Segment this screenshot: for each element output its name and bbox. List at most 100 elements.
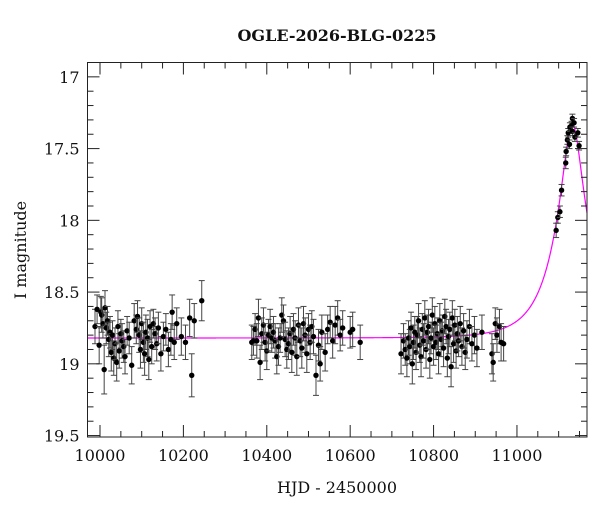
data-marker (289, 349, 295, 356)
data-marker (169, 309, 175, 315)
data-point (169, 294, 176, 330)
data-marker (415, 318, 422, 324)
data-marker (339, 325, 346, 331)
data-marker (464, 336, 470, 343)
y-tick-label: 19.5 (44, 427, 80, 446)
data-marker (124, 328, 130, 334)
data-point (418, 336, 425, 378)
data-marker (422, 315, 428, 321)
data-point (563, 146, 570, 157)
data-point (566, 139, 573, 150)
data-point (500, 326, 507, 362)
data-marker (469, 341, 475, 347)
data-point (562, 156, 569, 170)
data-point (255, 298, 262, 338)
data-marker (408, 325, 414, 331)
data-point (349, 311, 356, 348)
data-marker (407, 343, 413, 350)
data-point (171, 324, 178, 361)
data-marker (424, 329, 431, 335)
data-marker (452, 322, 458, 328)
data-marker (479, 329, 485, 335)
data-marker (191, 318, 197, 324)
data-marker (575, 130, 581, 136)
data-marker (427, 356, 433, 363)
data-marker (299, 345, 305, 351)
data-marker (257, 359, 263, 366)
data-marker (490, 359, 496, 366)
data-point (101, 344, 108, 395)
y-tick-label: 19 (59, 355, 79, 374)
data-marker (454, 330, 461, 337)
data-marker (94, 306, 100, 312)
data-point (141, 331, 148, 376)
data-point (327, 305, 334, 339)
data-marker (405, 335, 412, 341)
data-marker (174, 320, 180, 327)
data-marker (322, 349, 328, 356)
data-marker (428, 335, 434, 341)
data-marker (96, 342, 102, 348)
data-point (147, 310, 154, 343)
data-point (114, 310, 121, 343)
data-marker (563, 160, 569, 166)
data-marker (106, 336, 112, 343)
data-marker (558, 187, 565, 193)
data-marker (444, 355, 451, 361)
data-point (440, 328, 447, 368)
data-marker (310, 333, 317, 340)
data-marker (155, 325, 162, 331)
data-point (448, 346, 455, 388)
data-point (409, 343, 416, 385)
data-point (558, 183, 565, 197)
data-point (493, 317, 500, 353)
data-marker (450, 341, 457, 347)
data-marker (337, 332, 343, 338)
data-marker (313, 372, 319, 379)
data-marker (103, 325, 109, 331)
data-point (182, 324, 189, 361)
data-point (303, 334, 310, 373)
data-marker (471, 332, 478, 338)
data-point (400, 323, 407, 359)
data-marker (457, 320, 463, 327)
data-point (94, 294, 101, 325)
data-marker (404, 355, 410, 361)
data-marker (141, 351, 148, 357)
data-point (556, 205, 563, 218)
data-marker (122, 353, 128, 360)
data-marker (149, 343, 155, 350)
data-marker (115, 323, 121, 330)
data-point (317, 346, 324, 382)
data-marker (108, 349, 114, 356)
data-marker (429, 312, 436, 318)
data-marker (474, 345, 480, 351)
data-marker (425, 323, 432, 330)
data-point (332, 305, 339, 345)
x-axis-label: HJD - 2450000 (277, 478, 397, 497)
data-marker (566, 141, 573, 147)
data-points-layer (92, 113, 583, 398)
data-marker (101, 366, 107, 373)
data-marker (171, 339, 177, 345)
data-marker (430, 343, 437, 350)
data-marker (440, 345, 447, 351)
data-point (468, 326, 475, 362)
data-marker (317, 361, 323, 367)
data-marker (136, 332, 142, 338)
data-marker (304, 351, 310, 357)
data-marker (357, 339, 363, 345)
data-marker (137, 346, 144, 353)
x-tick-label: 10400 (241, 446, 292, 465)
data-marker (557, 209, 563, 215)
data-marker (489, 351, 495, 357)
data-marker (294, 353, 300, 360)
data-marker (410, 339, 417, 345)
data-marker (500, 341, 507, 347)
data-point (128, 346, 135, 385)
data-marker (131, 318, 137, 324)
data-marker (98, 312, 105, 318)
data-point (191, 303, 198, 339)
data-marker (332, 322, 338, 328)
